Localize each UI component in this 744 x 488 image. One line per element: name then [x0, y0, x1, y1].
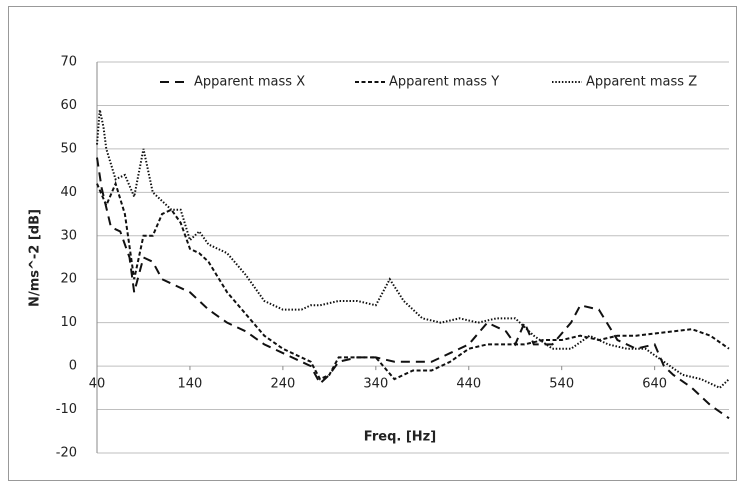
x-tick-label: 540	[549, 377, 574, 392]
x-tick-label: 640	[642, 377, 667, 392]
y-tick-label: -10	[56, 402, 77, 417]
y-tick-label: 60	[60, 98, 77, 113]
legend-label: Apparent mass X	[194, 75, 305, 90]
y-tick-label: 50	[60, 141, 77, 156]
series-line	[96, 180, 730, 381]
x-tick-label: 40	[89, 377, 106, 392]
y-tick-label: 40	[60, 185, 77, 200]
y-tick-label: -20	[56, 446, 77, 461]
legend-label: Apparent mass Y	[389, 75, 499, 90]
series-line	[96, 157, 730, 420]
legend-label: Apparent mass Z	[586, 75, 697, 90]
x-tick-label: 240	[270, 377, 295, 392]
chart-border	[8, 6, 737, 481]
y-tick-label: 20	[60, 272, 77, 287]
y-tick-label: 70	[60, 55, 77, 70]
x-tick-label: 340	[363, 377, 388, 392]
y-tick-label: 30	[60, 228, 77, 243]
x-axis-label: Freq. [Hz]	[364, 430, 436, 445]
x-tick-label: 440	[456, 377, 481, 392]
x-tick-label: 140	[178, 377, 203, 392]
y-tick-label: 10	[60, 315, 77, 330]
y-tick-label: 0	[69, 359, 77, 374]
y-axis-label: N/ms^-2 [dB]	[28, 209, 43, 307]
